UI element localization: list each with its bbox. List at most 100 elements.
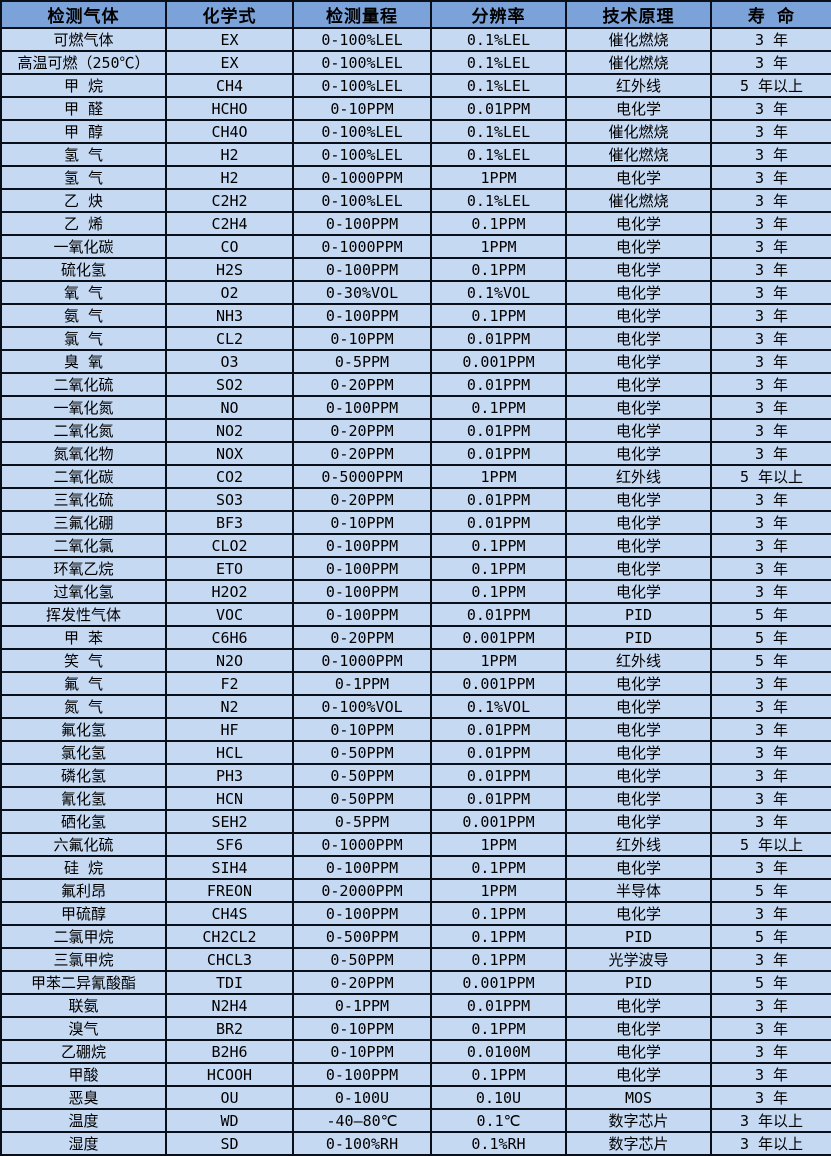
cell-principle: 催化燃烧 [565, 188, 712, 213]
cell-range: 0-10PPM [292, 1039, 432, 1064]
cell-resolution: 0.1PPM [430, 855, 567, 880]
cell-principle: 电化学 [565, 211, 712, 236]
cell-formula: N2O [165, 648, 294, 673]
table-row: 三氟化硼 BF3 0-10PPM 0.01PPM 电化学 3 年 [0, 510, 831, 535]
table-row: 一氧化碳 CO 0-1000PPM 1PPM 电化学 3 年 [0, 234, 831, 259]
cell-gas-name: 硫化氢 [0, 257, 167, 282]
cell-principle: 电化学 [565, 740, 712, 765]
cell-principle: 催化燃烧 [565, 119, 712, 144]
cell-resolution: 0.01PPM [430, 510, 567, 535]
cell-range: 0-1PPM [292, 671, 432, 696]
cell-principle: 红外线 [565, 832, 712, 857]
cell-range: 0-100PPM [292, 257, 432, 282]
cell-resolution: 0.1PPM [430, 556, 567, 581]
table-row: 氰化氢 HCN 0-50PPM 0.01PPM 电化学 3 年 [0, 786, 831, 811]
cell-gas-name: 氟利昂 [0, 878, 167, 903]
cell-resolution: 0.01PPM [430, 602, 567, 627]
cell-gas-name: 乙 烯 [0, 211, 167, 236]
cell-gas-name: 挥发性气体 [0, 602, 167, 627]
cell-formula: O3 [165, 349, 294, 374]
table-row: 氢 气 H2 0-100%LEL 0.1%LEL 催化燃烧 3 年 [0, 142, 831, 167]
table-body: 可燃气体 EX 0-100%LEL 0.1%LEL 催化燃烧 3 年高温可燃（250℃） E… [0, 27, 831, 1156]
table-row: 臭 氧 O3 0-5PPM 0.001PPM 电化学 3 年 [0, 349, 831, 374]
cell-formula: B2H6 [165, 1039, 294, 1064]
cell-resolution: 0.1PPM [430, 579, 567, 604]
cell-gas-name: 联氨 [0, 993, 167, 1018]
cell-resolution: 0.01PPM [430, 441, 567, 466]
cell-range: 0-1000PPM [292, 832, 432, 857]
cell-formula: CO2 [165, 464, 294, 489]
cell-formula: TDI [165, 970, 294, 995]
cell-formula: H2 [165, 142, 294, 167]
cell-lifespan: 3 年 [710, 188, 831, 213]
cell-lifespan: 3 年 [710, 855, 831, 880]
cell-gas-name: 氮 气 [0, 694, 167, 719]
cell-principle: 电化学 [565, 763, 712, 788]
cell-gas-name: 氨 气 [0, 303, 167, 328]
cell-principle: 催化燃烧 [565, 142, 712, 167]
cell-principle: 电化学 [565, 234, 712, 259]
cell-principle: 数字芯片 [565, 1108, 712, 1133]
cell-formula: CLO2 [165, 533, 294, 558]
cell-resolution: 0.01PPM [430, 96, 567, 121]
cell-range: 0-500PPM [292, 924, 432, 949]
cell-lifespan: 3 年 [710, 234, 831, 259]
cell-principle: 电化学 [565, 441, 712, 466]
cell-gas-name: 氟化氢 [0, 717, 167, 742]
cell-formula: HCHO [165, 96, 294, 121]
cell-principle: 电化学 [565, 809, 712, 834]
cell-lifespan: 3 年 [710, 717, 831, 742]
table-row: 硅 烷 SIH4 0-100PPM 0.1PPM 电化学 3 年 [0, 855, 831, 880]
table-row: 氮 气 N2 0-100%VOL 0.1%VOL 电化学 3 年 [0, 694, 831, 719]
cell-formula: H2O2 [165, 579, 294, 604]
cell-resolution: 0.1%LEL [430, 119, 567, 144]
cell-formula: SIH4 [165, 855, 294, 880]
cell-resolution: 0.1PPM [430, 211, 567, 236]
cell-resolution: 0.1PPM [430, 303, 567, 328]
cell-principle: 半导体 [565, 878, 712, 903]
cell-lifespan: 3 年 [710, 27, 831, 52]
cell-formula: HCL [165, 740, 294, 765]
cell-principle: 电化学 [565, 1016, 712, 1041]
cell-formula: NH3 [165, 303, 294, 328]
table-row: 湿度 SD 0-100%RH 0.1%RH 数字芯片 3 年以上 [0, 1131, 831, 1156]
cell-range: 0-100%LEL [292, 50, 432, 75]
cell-principle: 红外线 [565, 73, 712, 98]
cell-lifespan: 5 年以上 [710, 464, 831, 489]
cell-resolution: 0.001PPM [430, 970, 567, 995]
table-row: 乙硼烷 B2H6 0-10PPM 0.0100M 电化学 3 年 [0, 1039, 831, 1064]
cell-resolution: 0.1%LEL [430, 142, 567, 167]
cell-gas-name: 氧 气 [0, 280, 167, 305]
cell-range: 0-100U [292, 1085, 432, 1110]
cell-gas-name: 二氧化硫 [0, 372, 167, 397]
cell-resolution: 0.01PPM [430, 763, 567, 788]
cell-range: 0-1000PPM [292, 234, 432, 259]
cell-principle: 电化学 [565, 487, 712, 512]
table-row: 恶臭 OU 0-100U 0.10U MOS 3 年 [0, 1085, 831, 1110]
cell-range: 0-10PPM [292, 326, 432, 351]
cell-range: 0-1000PPM [292, 165, 432, 190]
cell-formula: EX [165, 50, 294, 75]
cell-lifespan: 3 年 [710, 418, 831, 443]
cell-principle: PID [565, 625, 712, 650]
cell-resolution: 0.1%LEL [430, 73, 567, 98]
cell-resolution: 1PPM [430, 878, 567, 903]
cell-gas-name: 一氧化碳 [0, 234, 167, 259]
cell-range: 0-50PPM [292, 947, 432, 972]
cell-gas-name: 甲硫醇 [0, 901, 167, 926]
cell-principle: 电化学 [565, 96, 712, 121]
cell-gas-name: 氯化氢 [0, 740, 167, 765]
cell-formula: NO [165, 395, 294, 420]
cell-resolution: 0.001PPM [430, 671, 567, 696]
table-row: 温度 WD -40—80℃ 0.1℃ 数字芯片 3 年以上 [0, 1108, 831, 1133]
cell-lifespan: 3 年 [710, 142, 831, 167]
cell-formula: EX [165, 27, 294, 52]
cell-principle: 电化学 [565, 694, 712, 719]
cell-lifespan: 3 年 [710, 671, 831, 696]
cell-formula: HCN [165, 786, 294, 811]
cell-lifespan: 3 年 [710, 533, 831, 558]
cell-lifespan: 5 年 [710, 602, 831, 627]
cell-gas-name: 笑 气 [0, 648, 167, 673]
cell-formula: N2H4 [165, 993, 294, 1018]
